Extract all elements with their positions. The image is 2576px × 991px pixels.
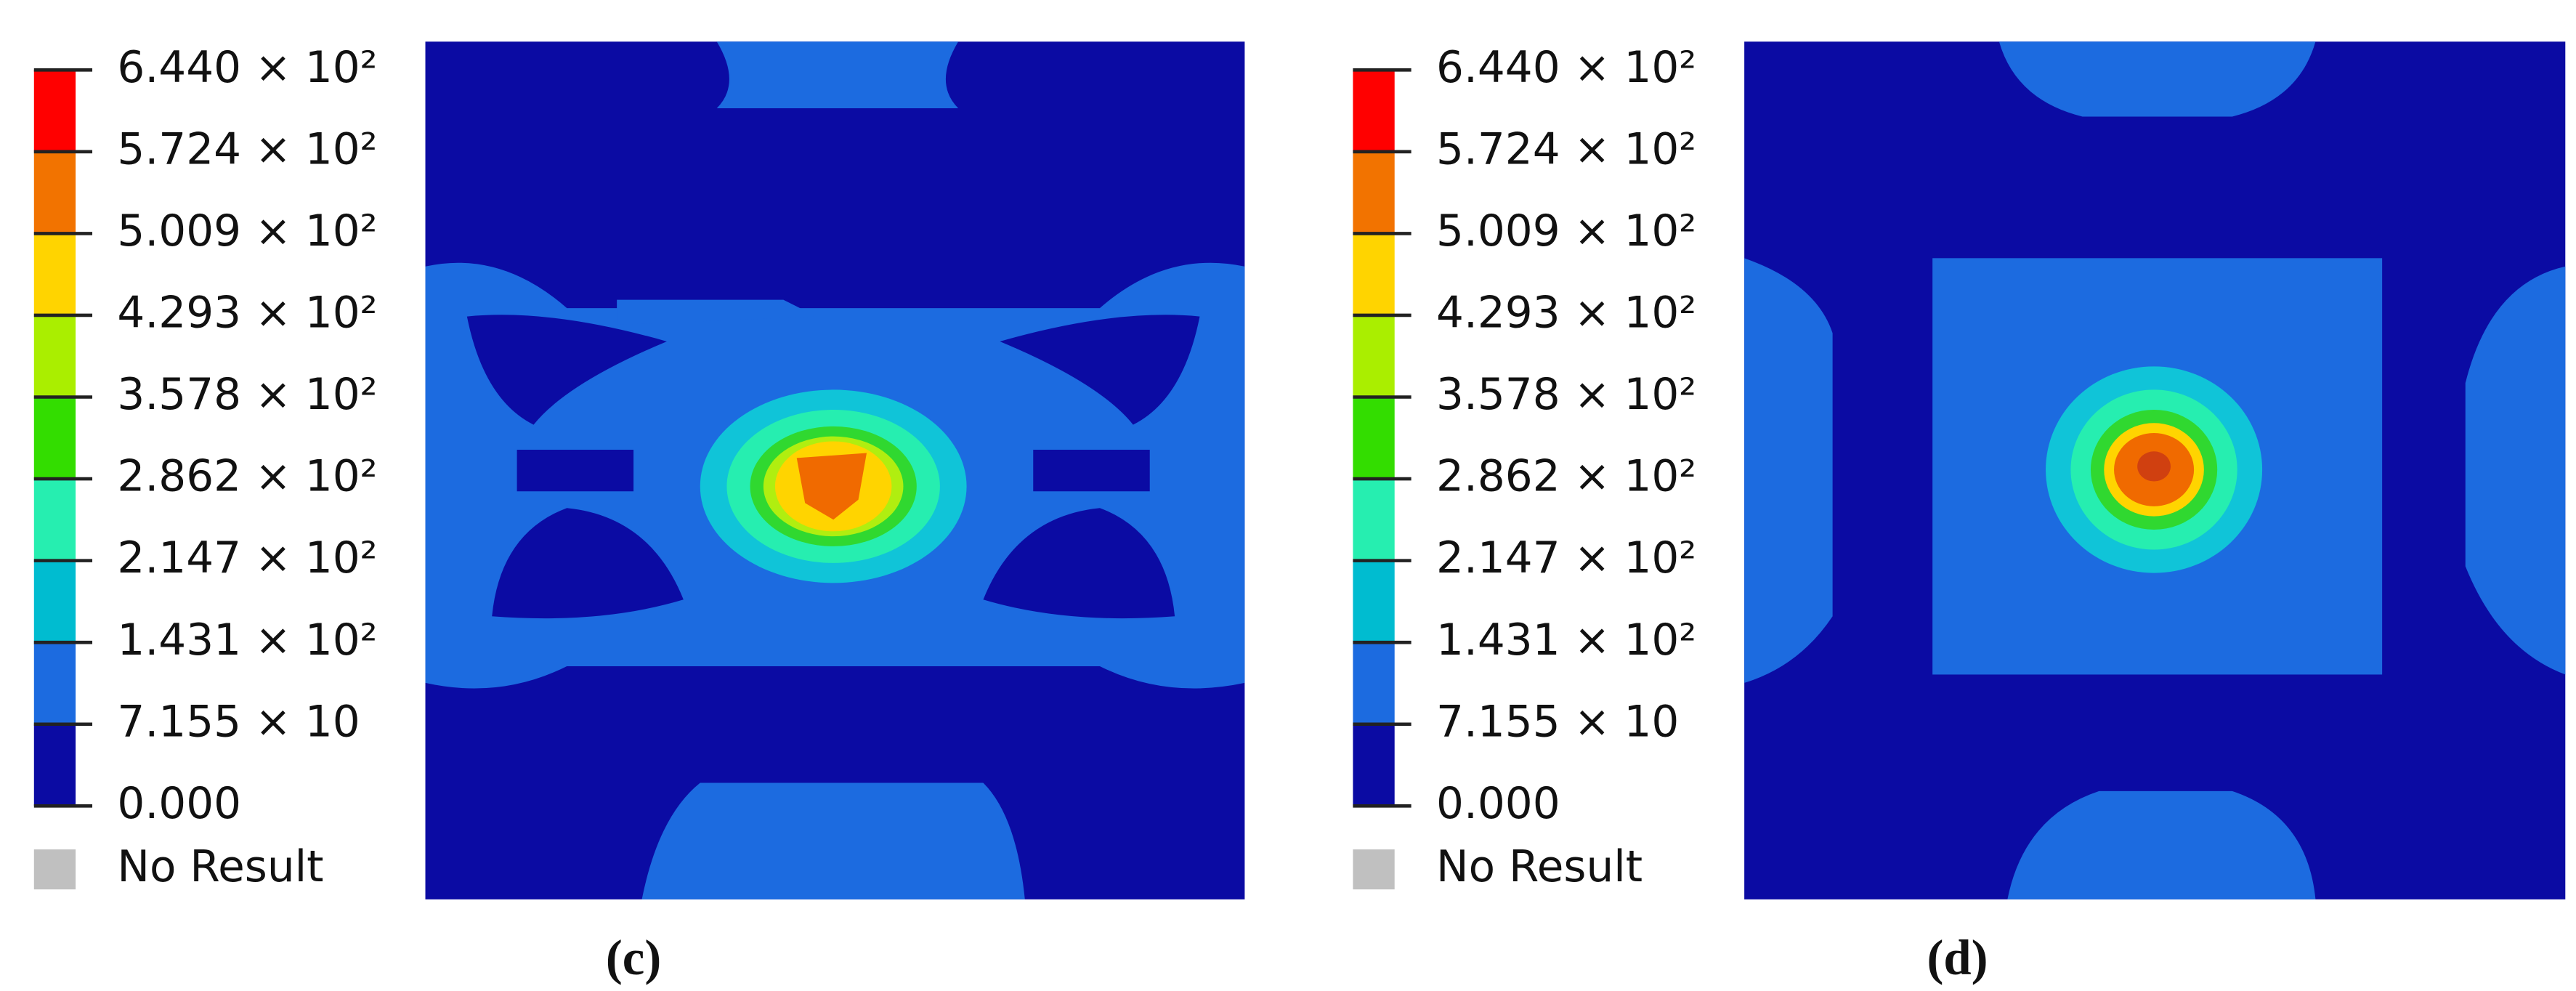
legend-swatch: [33, 560, 76, 643]
legend-swatch: [1353, 642, 1395, 724]
legend-swatch: [33, 70, 76, 152]
legend-swatch: [1353, 724, 1395, 806]
legend-swatch: [33, 151, 76, 234]
panel-caption: (d): [1927, 930, 1988, 985]
legend-swatch: [1353, 70, 1395, 152]
region: [1744, 258, 1833, 683]
legend-swatch: [1353, 315, 1395, 397]
legend-swatch: [1353, 233, 1395, 315]
region: [2465, 266, 2566, 675]
legend-label: 7.155 × 10: [117, 697, 360, 747]
legend-label: 5.724 × 10²: [117, 124, 377, 174]
no-result-swatch: [1353, 849, 1395, 890]
legend-label: 3.578 × 10²: [117, 370, 377, 420]
legend-swatch: [1353, 151, 1395, 234]
contour-plot-c: [425, 41, 1245, 899]
legend-label: 6.440 × 10²: [1436, 43, 1696, 93]
region: [1000, 315, 1200, 425]
legend-swatch: [33, 642, 76, 724]
no-result-swatch: [33, 849, 76, 890]
legend-swatch: [33, 479, 76, 561]
legend-label: 6.440 × 10²: [117, 43, 377, 93]
legend-swatch: [33, 397, 76, 480]
legend-swatch: [1353, 397, 1395, 480]
legend-swatch: [1353, 560, 1395, 643]
legend-label: 2.862 × 10²: [1436, 452, 1696, 502]
no-result-label: No Result: [1436, 842, 1643, 892]
legend-label: 1.431 × 10²: [117, 615, 377, 666]
legend-label: 0.000: [117, 779, 241, 829]
region: [1033, 449, 1150, 492]
legend-label: 5.724 × 10²: [1436, 124, 1696, 174]
legend-label: 0.000: [1436, 779, 1560, 829]
legend-label: 4.293 × 10²: [1436, 288, 1696, 339]
legend-label: 5.009 × 10²: [1436, 206, 1696, 256]
legend-swatch: [1353, 479, 1395, 561]
legend-label: 7.155 × 10: [1436, 697, 1679, 747]
contour: [2137, 451, 2171, 482]
legend-label: 2.147 × 10²: [117, 533, 377, 583]
region: [2007, 790, 2316, 899]
legend-swatch: [33, 724, 76, 806]
legend-label: 2.862 × 10²: [117, 452, 377, 502]
legend-label: 1.431 × 10²: [1436, 615, 1696, 666]
region: [517, 449, 634, 492]
region: [492, 508, 684, 619]
contour-plot-d: [1744, 41, 2566, 899]
no-result-label: No Result: [117, 842, 323, 892]
legend-label: 5.009 × 10²: [117, 206, 377, 256]
legend-label: 3.578 × 10²: [1436, 370, 1696, 420]
region: [1998, 41, 2316, 117]
region: [641, 782, 1025, 899]
legend-swatch: [33, 233, 76, 315]
region: [716, 41, 959, 109]
legend-label: 2.147 × 10²: [1436, 533, 1696, 583]
region: [983, 508, 1175, 619]
legend-label: 4.293 × 10²: [117, 288, 377, 339]
contour: [796, 453, 867, 520]
legend-swatch: [33, 315, 76, 397]
region: [466, 315, 667, 425]
panel-caption: (c): [606, 930, 661, 985]
